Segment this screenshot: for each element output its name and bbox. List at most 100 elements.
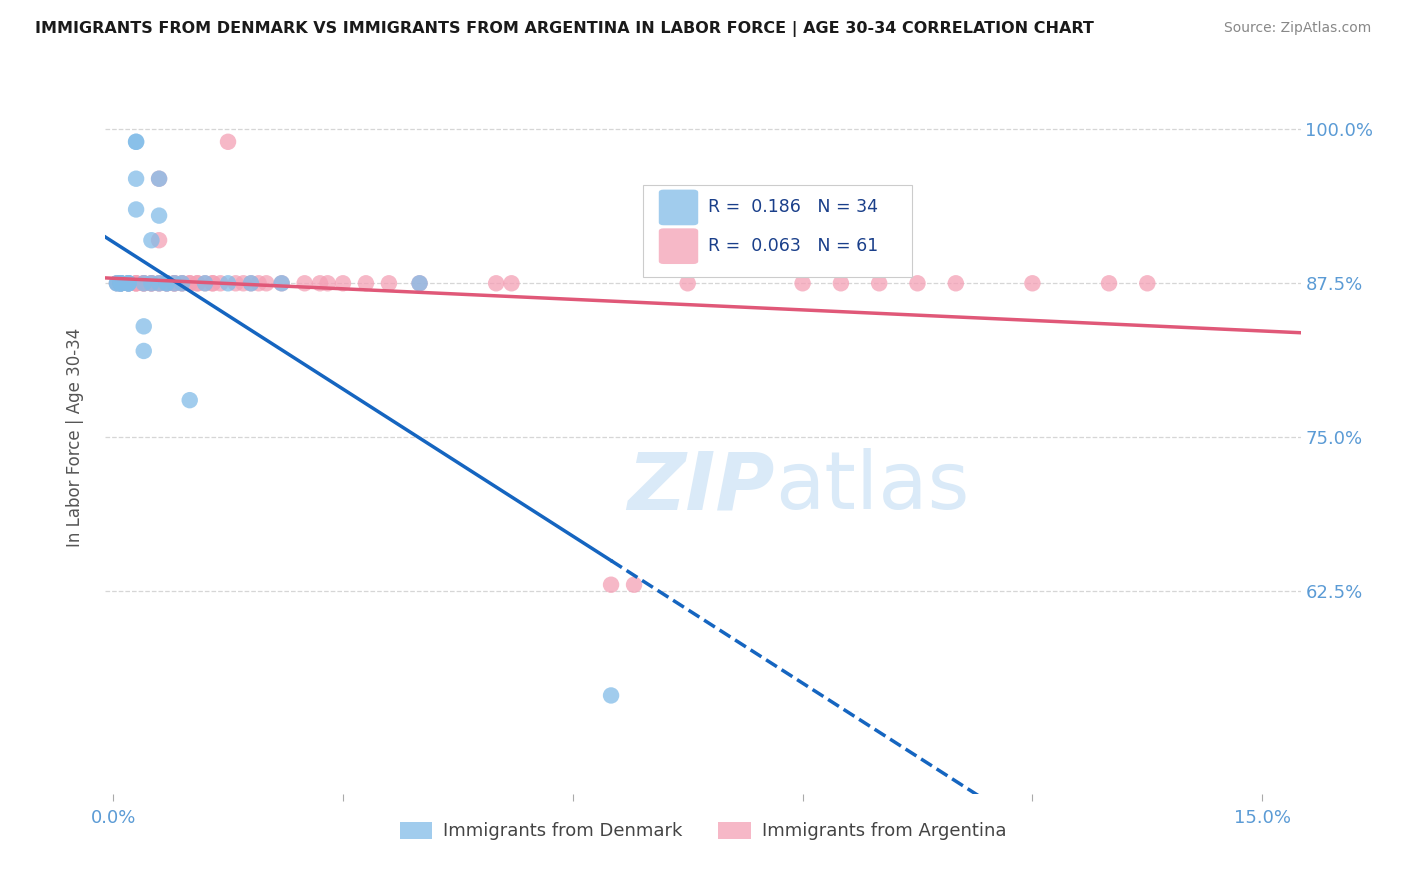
Point: [170, 277, 193, 291]
Point: [209, 277, 232, 291]
Point: [194, 277, 217, 291]
Text: R =  0.186   N = 34: R = 0.186 N = 34: [707, 198, 877, 217]
Point: [316, 277, 339, 291]
Point: [117, 277, 139, 291]
Point: [141, 277, 163, 291]
Point: [163, 277, 186, 291]
Point: [132, 277, 155, 291]
Point: [163, 277, 186, 291]
Point: [676, 277, 699, 291]
Point: [132, 277, 155, 291]
Point: [148, 277, 170, 291]
Point: [125, 277, 148, 291]
Point: [117, 277, 139, 291]
Point: [194, 277, 217, 291]
Point: [907, 277, 929, 291]
Point: [141, 277, 163, 291]
Point: [408, 277, 430, 291]
Point: [125, 202, 148, 217]
Point: [148, 171, 170, 186]
FancyBboxPatch shape: [659, 190, 699, 226]
Point: [125, 171, 148, 186]
Point: [186, 277, 208, 291]
Point: [830, 277, 852, 291]
Point: [240, 277, 263, 291]
Point: [132, 277, 155, 291]
Text: atlas: atlas: [775, 448, 969, 526]
Point: [148, 277, 170, 291]
Y-axis label: In Labor Force | Age 30-34: In Labor Force | Age 30-34: [66, 327, 84, 547]
Point: [110, 277, 132, 291]
Point: [132, 277, 155, 291]
Point: [270, 277, 292, 291]
Point: [270, 277, 292, 291]
FancyBboxPatch shape: [644, 186, 912, 277]
Point: [309, 277, 332, 291]
Point: [254, 277, 277, 291]
Point: [179, 277, 201, 291]
Point: [179, 393, 201, 408]
Point: [600, 689, 623, 703]
Point: [141, 277, 163, 291]
Point: [117, 277, 139, 291]
Point: [1021, 277, 1043, 291]
Point: [110, 277, 132, 291]
Point: [163, 277, 186, 291]
Point: [247, 277, 270, 291]
Point: [148, 209, 170, 223]
Point: [141, 277, 163, 291]
Point: [179, 277, 201, 291]
FancyBboxPatch shape: [659, 228, 699, 264]
Point: [1136, 277, 1159, 291]
Point: [156, 277, 179, 291]
Point: [156, 277, 179, 291]
Point: [485, 277, 508, 291]
Point: [354, 277, 377, 291]
Point: [110, 277, 132, 291]
Text: ZIP: ZIP: [627, 448, 775, 526]
Point: [501, 277, 523, 291]
Point: [105, 277, 128, 291]
Point: [225, 277, 247, 291]
Point: [132, 319, 155, 334]
Point: [105, 277, 128, 291]
Point: [232, 277, 254, 291]
Point: [170, 277, 193, 291]
Point: [792, 277, 814, 291]
Point: [148, 277, 170, 291]
Point: [110, 277, 132, 291]
Point: [240, 277, 263, 291]
Point: [408, 277, 430, 291]
Point: [110, 277, 132, 291]
Point: [117, 277, 139, 291]
Point: [156, 277, 179, 291]
Legend: Immigrants from Denmark, Immigrants from Argentina: Immigrants from Denmark, Immigrants from…: [392, 814, 1014, 847]
Point: [163, 277, 186, 291]
Point: [156, 277, 179, 291]
Point: [217, 135, 239, 149]
Point: [600, 578, 623, 592]
Point: [148, 233, 170, 247]
Point: [332, 277, 354, 291]
Point: [125, 277, 148, 291]
Point: [945, 277, 967, 291]
Point: [868, 277, 890, 291]
Point: [1098, 277, 1121, 291]
Point: [217, 277, 239, 291]
Text: R =  0.063   N = 61: R = 0.063 N = 61: [707, 237, 877, 255]
Point: [125, 277, 148, 291]
Point: [110, 277, 132, 291]
Point: [132, 343, 155, 358]
Point: [201, 277, 224, 291]
Point: [156, 277, 179, 291]
Point: [125, 135, 148, 149]
Point: [623, 578, 645, 592]
Point: [110, 277, 132, 291]
Point: [201, 277, 224, 291]
Point: [148, 171, 170, 186]
Point: [117, 277, 139, 291]
Point: [378, 277, 401, 291]
Point: [117, 277, 139, 291]
Point: [105, 277, 128, 291]
Text: IMMIGRANTS FROM DENMARK VS IMMIGRANTS FROM ARGENTINA IN LABOR FORCE | AGE 30-34 : IMMIGRANTS FROM DENMARK VS IMMIGRANTS FR…: [35, 21, 1094, 37]
